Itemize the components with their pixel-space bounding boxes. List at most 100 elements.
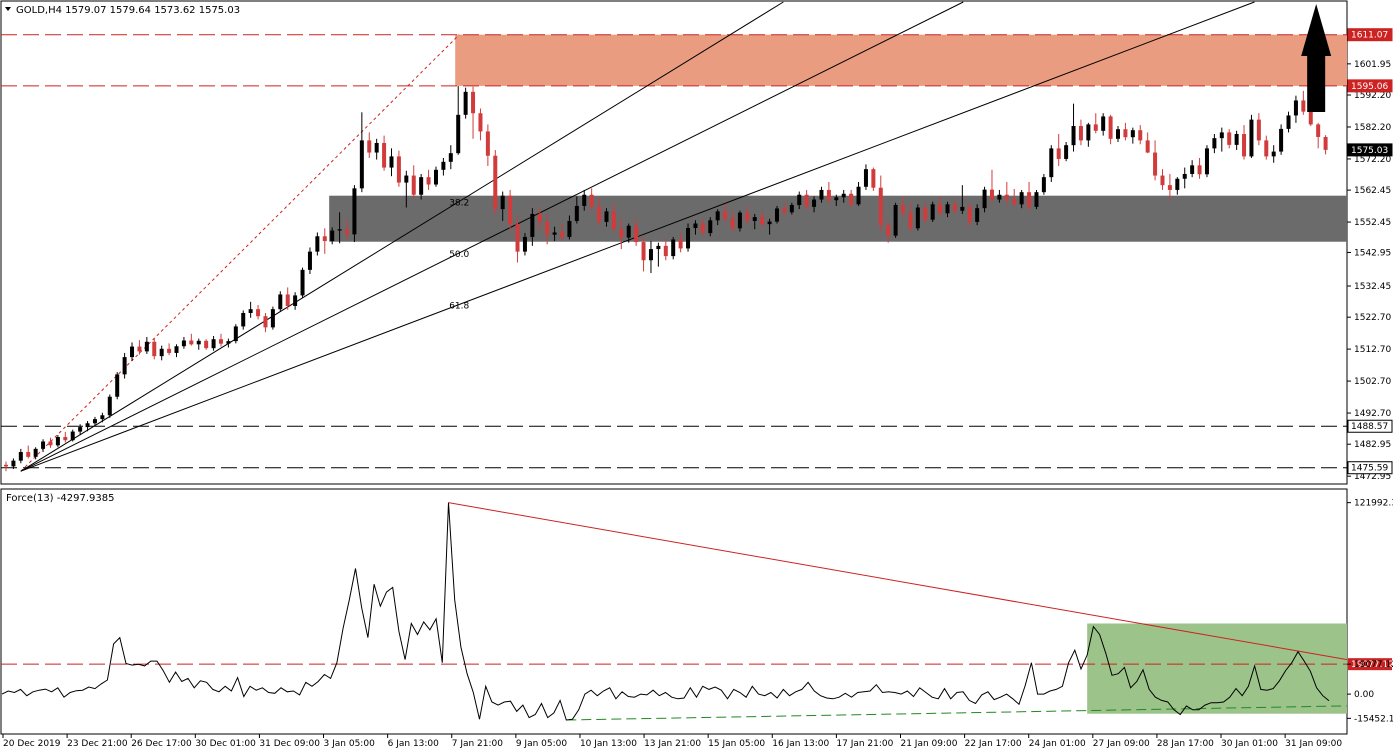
price-tick-label: 1512.70 bbox=[1354, 345, 1391, 355]
candle bbox=[530, 208, 535, 246]
candle bbox=[1019, 189, 1024, 209]
candle-body bbox=[78, 427, 83, 432]
candle bbox=[648, 241, 653, 274]
candle-body bbox=[233, 326, 238, 342]
price-tick-label: 1601.95 bbox=[1354, 60, 1391, 70]
candle bbox=[426, 169, 431, 190]
candle bbox=[560, 224, 565, 241]
candle bbox=[211, 336, 216, 351]
candle bbox=[634, 218, 639, 246]
candle-body bbox=[893, 204, 898, 236]
candle-body bbox=[663, 245, 668, 257]
candle bbox=[663, 238, 668, 261]
candle-body bbox=[263, 316, 268, 328]
force-panel: Force(13) -4297.9385 bbox=[0, 488, 1348, 735]
candle-body bbox=[337, 229, 342, 231]
candle-body bbox=[737, 212, 742, 229]
price-tick-label: 1552.45 bbox=[1354, 218, 1391, 228]
candle-body bbox=[671, 239, 676, 257]
candle-body bbox=[493, 155, 498, 210]
candle bbox=[893, 202, 898, 238]
fan-line-1 bbox=[20, 1, 784, 472]
candle-body bbox=[396, 156, 401, 183]
candle-body bbox=[389, 156, 394, 168]
candle-body bbox=[871, 169, 876, 188]
chart-menu-triangle-icon[interactable] bbox=[5, 7, 11, 11]
candle bbox=[611, 202, 616, 232]
candle bbox=[1041, 173, 1046, 195]
candle bbox=[745, 205, 750, 225]
candle-body bbox=[1056, 148, 1061, 159]
price-level-tag-label: 1475.59 bbox=[1351, 464, 1388, 474]
candle-body bbox=[1316, 124, 1321, 137]
candle bbox=[1271, 145, 1276, 163]
candle bbox=[441, 157, 446, 176]
candle bbox=[4, 461, 8, 472]
candle bbox=[915, 204, 920, 231]
candle-body bbox=[248, 309, 253, 313]
time-tick-label: 27 Jan 09:00 bbox=[1093, 739, 1150, 749]
candle bbox=[767, 218, 772, 235]
candle-body bbox=[656, 245, 661, 250]
candle bbox=[1116, 126, 1121, 142]
candle-body bbox=[70, 431, 75, 441]
candle bbox=[797, 191, 802, 210]
price-panel: 38.2 50.0 61.8 GOLD,H4 1579.07 1579.64 157… bbox=[0, 0, 1348, 485]
trend-arrow bbox=[1301, 4, 1332, 112]
candle bbox=[270, 306, 275, 330]
candle bbox=[389, 148, 394, 177]
candle bbox=[841, 189, 846, 203]
candle-body bbox=[886, 225, 891, 236]
time-tick-label: 26 Dec 17:00 bbox=[131, 739, 192, 749]
candle-body bbox=[115, 374, 120, 397]
candle-body bbox=[500, 195, 505, 210]
candle-body bbox=[730, 218, 735, 229]
candle-body bbox=[574, 205, 579, 221]
candle bbox=[1167, 173, 1172, 200]
candle-body bbox=[1071, 126, 1076, 146]
candle-body bbox=[1249, 119, 1254, 157]
time-tick-label: 30 Dec 01:00 bbox=[195, 739, 256, 749]
candle bbox=[419, 173, 424, 200]
candle bbox=[886, 221, 891, 243]
candle-body bbox=[967, 206, 972, 222]
arrow-head bbox=[1301, 4, 1332, 56]
candle-body bbox=[745, 212, 750, 221]
candle bbox=[48, 437, 53, 448]
candle-body bbox=[1145, 140, 1150, 153]
price-tick-label: 1582.20 bbox=[1354, 123, 1391, 133]
candle bbox=[678, 232, 683, 253]
force-tick-label: 0.00 bbox=[1354, 690, 1374, 700]
candle bbox=[448, 145, 453, 170]
candle bbox=[730, 210, 735, 232]
candle-body bbox=[930, 204, 935, 220]
candle-body bbox=[4, 464, 8, 467]
candle bbox=[782, 202, 787, 216]
candle bbox=[159, 345, 164, 361]
candle-body bbox=[330, 230, 335, 242]
candle-body bbox=[322, 236, 327, 242]
price-tick-label: 1482.95 bbox=[1354, 440, 1391, 450]
candle-body bbox=[1049, 148, 1054, 178]
time-tick-label: 6 Jan 13:00 bbox=[388, 739, 440, 749]
candle bbox=[1123, 122, 1128, 141]
candle bbox=[1071, 103, 1076, 152]
candle bbox=[967, 202, 972, 227]
candle bbox=[315, 232, 320, 256]
candle bbox=[1160, 169, 1165, 190]
candle bbox=[752, 213, 757, 230]
candle bbox=[641, 236, 646, 272]
candle bbox=[107, 394, 112, 418]
candle-body bbox=[774, 208, 779, 222]
candle-body bbox=[1242, 134, 1247, 157]
price-tick-label: 1542.95 bbox=[1354, 248, 1391, 258]
candle bbox=[878, 175, 883, 232]
candle bbox=[278, 291, 283, 312]
candle bbox=[656, 242, 661, 267]
candle-body bbox=[293, 295, 298, 306]
time-tick-label: 31 Jan 09:00 bbox=[1285, 739, 1342, 749]
candle bbox=[55, 435, 60, 448]
candle-body bbox=[982, 189, 987, 209]
candle bbox=[975, 204, 980, 226]
